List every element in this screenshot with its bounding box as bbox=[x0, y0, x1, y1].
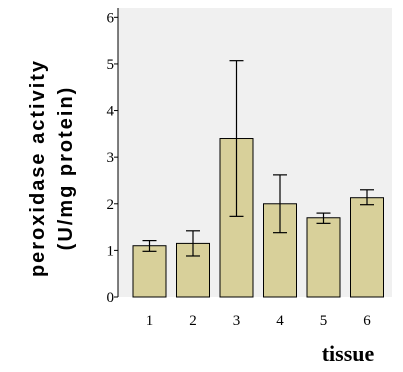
y-tick-label-4: 4 bbox=[107, 104, 115, 120]
y-tick-label-2: 2 bbox=[107, 197, 115, 213]
x-tick-label-6: 6 bbox=[363, 313, 371, 329]
bar-1 bbox=[132, 245, 167, 298]
y-tick-label-1: 1 bbox=[107, 243, 115, 259]
x-tick-label-1: 1 bbox=[146, 313, 154, 329]
bar-6 bbox=[350, 197, 384, 298]
x-ticks-group: 1 2 3 4 5 6 bbox=[146, 313, 372, 329]
y-tick-label-5: 5 bbox=[107, 57, 115, 73]
y-tick-label-3: 3 bbox=[107, 150, 115, 166]
error-bar-3 bbox=[229, 60, 244, 217]
error-bar-4 bbox=[273, 174, 287, 234]
error-bar-6 bbox=[360, 189, 374, 206]
y-axis-title-line1: peroxidase activity bbox=[27, 59, 49, 277]
y-tick-label-0: 0 bbox=[107, 290, 115, 306]
bar-4 bbox=[263, 203, 297, 298]
error-bar-1 bbox=[142, 239, 157, 252]
x-axis-title: tissue bbox=[322, 341, 375, 366]
x-tick-label-5: 5 bbox=[320, 313, 328, 329]
x-tick-label-3: 3 bbox=[233, 313, 241, 329]
error-bars-group bbox=[142, 60, 374, 257]
y-tick-label-6: 6 bbox=[107, 10, 115, 26]
x-tick-label-4: 4 bbox=[276, 313, 284, 329]
error-bar-5 bbox=[316, 212, 331, 224]
x-tick-label-2: 2 bbox=[189, 313, 197, 329]
y-ticks-group: 0 1 2 3 4 5 6 bbox=[107, 10, 118, 306]
bar-5 bbox=[306, 217, 341, 298]
y-axis-title-line2: (U/mg protein) bbox=[55, 86, 77, 251]
error-bar-2 bbox=[186, 230, 200, 257]
